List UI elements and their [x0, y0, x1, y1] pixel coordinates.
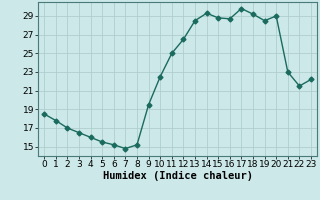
X-axis label: Humidex (Indice chaleur): Humidex (Indice chaleur): [103, 171, 252, 181]
